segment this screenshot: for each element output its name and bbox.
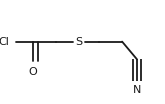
Text: N: N [133,85,141,95]
Text: S: S [76,37,83,47]
Text: O: O [29,67,37,77]
Text: Cl: Cl [0,37,9,47]
